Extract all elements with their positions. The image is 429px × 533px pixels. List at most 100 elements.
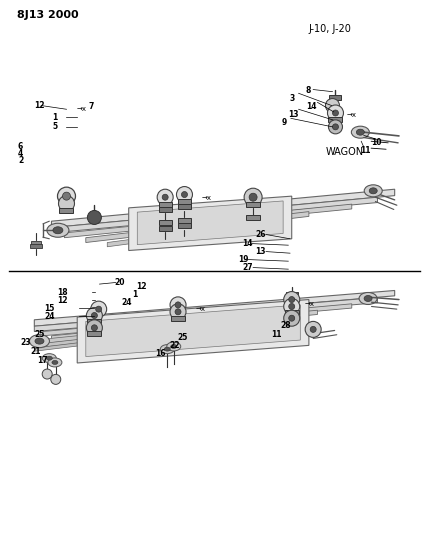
Ellipse shape <box>53 227 63 234</box>
Text: 25: 25 <box>35 330 45 338</box>
Polygon shape <box>64 204 352 238</box>
Circle shape <box>42 369 52 379</box>
Polygon shape <box>86 212 309 243</box>
Circle shape <box>249 193 257 201</box>
Text: 21: 21 <box>30 348 41 356</box>
Ellipse shape <box>46 356 52 360</box>
Ellipse shape <box>351 126 369 138</box>
Ellipse shape <box>359 293 377 304</box>
Circle shape <box>310 326 316 333</box>
Circle shape <box>305 321 321 337</box>
Circle shape <box>58 196 75 212</box>
Text: 8J13 2000: 8J13 2000 <box>17 10 79 20</box>
Text: 10: 10 <box>371 139 381 147</box>
Ellipse shape <box>35 338 44 344</box>
Circle shape <box>327 105 344 121</box>
Bar <box>88 319 101 325</box>
Ellipse shape <box>42 354 56 362</box>
Text: 24: 24 <box>45 312 55 320</box>
Bar <box>178 199 191 204</box>
Text: 2: 2 <box>18 157 23 165</box>
Text: 13: 13 <box>288 110 298 119</box>
Bar <box>159 201 172 207</box>
Circle shape <box>170 304 186 320</box>
Text: 1: 1 <box>133 290 138 299</box>
Text: 15: 15 <box>45 304 55 312</box>
Bar <box>285 310 299 315</box>
Circle shape <box>175 309 181 315</box>
Circle shape <box>86 320 103 336</box>
Circle shape <box>176 187 193 203</box>
Circle shape <box>332 110 338 116</box>
Bar <box>88 331 101 336</box>
Ellipse shape <box>30 335 49 348</box>
Text: 20: 20 <box>114 278 124 287</box>
Circle shape <box>91 301 107 317</box>
Circle shape <box>63 192 70 200</box>
Text: 14: 14 <box>306 102 316 111</box>
Bar <box>159 207 172 212</box>
Circle shape <box>329 120 342 134</box>
Polygon shape <box>51 189 395 228</box>
Polygon shape <box>51 310 317 340</box>
Bar <box>30 244 42 248</box>
Text: 19: 19 <box>239 255 249 264</box>
Polygon shape <box>51 197 378 233</box>
Circle shape <box>88 211 101 224</box>
Bar <box>31 240 42 245</box>
Ellipse shape <box>160 345 174 353</box>
Text: 18: 18 <box>57 288 68 296</box>
Circle shape <box>86 308 103 324</box>
Text: 23: 23 <box>21 338 31 347</box>
Ellipse shape <box>52 360 58 365</box>
Text: →x: →x <box>202 195 211 201</box>
Text: 3: 3 <box>289 94 294 103</box>
Polygon shape <box>129 196 292 251</box>
Circle shape <box>326 99 339 112</box>
Text: 1: 1 <box>52 113 57 122</box>
Text: 4: 4 <box>18 149 23 158</box>
Circle shape <box>289 303 295 310</box>
Bar <box>60 207 73 213</box>
Circle shape <box>170 297 186 313</box>
Bar <box>178 223 191 229</box>
Bar <box>159 225 172 231</box>
Polygon shape <box>34 290 395 326</box>
Circle shape <box>157 189 173 205</box>
Text: WAGON: WAGON <box>326 147 364 157</box>
Circle shape <box>284 310 300 326</box>
Polygon shape <box>137 201 283 245</box>
Bar <box>286 292 298 297</box>
Polygon shape <box>107 220 279 247</box>
Bar <box>171 316 185 321</box>
Bar <box>178 218 191 223</box>
Polygon shape <box>34 316 279 344</box>
Text: 28: 28 <box>281 321 291 329</box>
Circle shape <box>181 191 187 198</box>
Ellipse shape <box>164 347 170 351</box>
Text: 14: 14 <box>242 239 252 248</box>
Text: 7: 7 <box>88 102 94 111</box>
Text: 8: 8 <box>305 86 311 95</box>
Text: 9: 9 <box>281 118 287 127</box>
Circle shape <box>57 187 76 205</box>
Text: 13: 13 <box>256 247 266 256</box>
Text: 16: 16 <box>156 349 166 358</box>
Text: →x: →x <box>76 106 86 112</box>
Circle shape <box>51 374 61 384</box>
Text: 24: 24 <box>122 298 132 307</box>
Text: 17: 17 <box>38 357 48 365</box>
Bar <box>159 220 172 225</box>
Ellipse shape <box>48 358 62 367</box>
Text: →x: →x <box>305 301 314 307</box>
Circle shape <box>91 325 97 331</box>
Bar <box>329 95 341 100</box>
Polygon shape <box>34 330 180 351</box>
Text: J-10, J-20: J-10, J-20 <box>309 25 352 34</box>
Text: 25: 25 <box>177 333 187 342</box>
Text: 22: 22 <box>170 341 180 350</box>
Ellipse shape <box>369 188 377 194</box>
Circle shape <box>162 194 168 200</box>
Circle shape <box>284 298 300 314</box>
Text: 5: 5 <box>52 123 57 131</box>
